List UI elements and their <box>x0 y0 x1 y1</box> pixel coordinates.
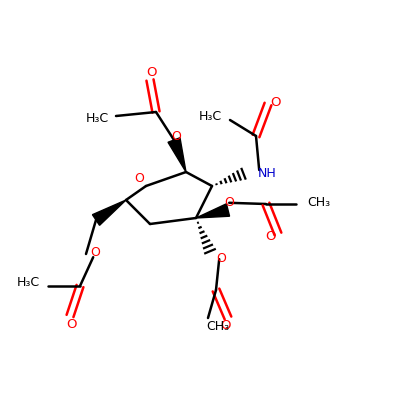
Polygon shape <box>92 200 126 225</box>
Text: CH₃: CH₃ <box>307 196 330 208</box>
Text: O: O <box>224 196 234 209</box>
Text: NH: NH <box>258 167 277 180</box>
Text: O: O <box>134 172 144 185</box>
Text: O: O <box>146 66 156 79</box>
Text: O: O <box>266 230 276 242</box>
Text: O: O <box>270 96 280 109</box>
Polygon shape <box>196 204 230 218</box>
Text: H₃C: H₃C <box>199 110 222 123</box>
Text: O: O <box>216 252 226 264</box>
Polygon shape <box>168 138 186 172</box>
Text: O: O <box>66 318 76 330</box>
Text: O: O <box>172 130 181 142</box>
Text: H₃C: H₃C <box>17 276 40 288</box>
Text: CH₃: CH₃ <box>206 320 230 332</box>
Text: O: O <box>221 319 231 332</box>
Text: H₃C: H₃C <box>86 112 109 124</box>
Text: O: O <box>90 246 100 259</box>
